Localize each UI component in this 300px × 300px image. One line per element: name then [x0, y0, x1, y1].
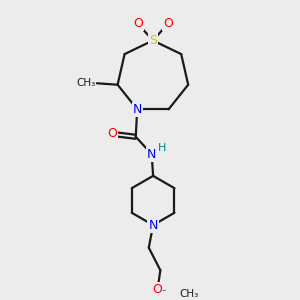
Text: N: N — [148, 219, 158, 232]
Text: O: O — [163, 17, 173, 30]
Text: O: O — [152, 284, 162, 296]
Text: N: N — [133, 103, 142, 116]
Text: O: O — [133, 17, 143, 30]
Text: CH₃: CH₃ — [76, 78, 95, 88]
Text: N: N — [147, 148, 156, 161]
Text: CH₃: CH₃ — [179, 289, 198, 299]
Text: S: S — [149, 34, 157, 47]
Text: O: O — [107, 128, 117, 140]
Text: H: H — [158, 143, 166, 153]
